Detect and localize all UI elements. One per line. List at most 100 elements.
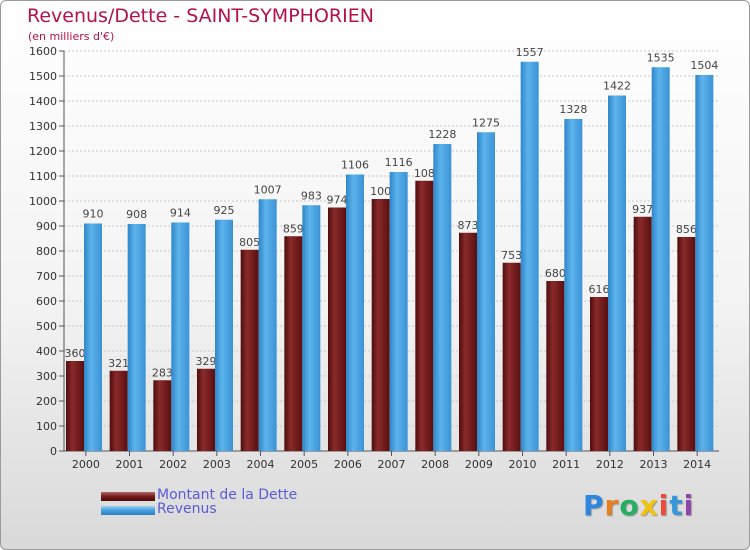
legend-swatch-dette bbox=[101, 492, 155, 501]
bar-dette bbox=[66, 361, 84, 451]
x-tick-label: 2006 bbox=[334, 458, 362, 471]
x-tick-label: 2010 bbox=[509, 458, 537, 471]
y-tick-label: 400 bbox=[36, 345, 57, 358]
x-tick-label: 2007 bbox=[378, 458, 406, 471]
bar-revenus bbox=[564, 119, 583, 451]
data-label-revenus: 1328 bbox=[559, 103, 587, 116]
x-tick-label: 2005 bbox=[290, 458, 318, 471]
data-label-dette: 616 bbox=[589, 283, 610, 296]
data-label-dette: 753 bbox=[501, 249, 522, 262]
bar-revenus bbox=[520, 61, 539, 451]
y-tick-label: 200 bbox=[36, 395, 57, 408]
bar-revenus bbox=[215, 219, 233, 451]
bar-dette bbox=[633, 216, 652, 451]
y-tick-label: 1400 bbox=[29, 95, 57, 108]
bar-revenus bbox=[608, 95, 626, 451]
bar-dette bbox=[459, 232, 477, 451]
data-label-revenus: 1007 bbox=[254, 183, 282, 196]
bar-revenus bbox=[346, 174, 364, 451]
bar-revenus bbox=[433, 144, 452, 451]
bar-revenus bbox=[477, 132, 495, 451]
data-label-revenus: 1275 bbox=[472, 116, 500, 129]
data-label-dette: 873 bbox=[458, 219, 479, 232]
x-tick-label: 2014 bbox=[683, 458, 711, 471]
y-tick-label: 500 bbox=[36, 320, 57, 333]
bar-dette bbox=[415, 180, 434, 451]
y-tick-label: 1100 bbox=[29, 170, 57, 183]
proxiti-logo: Proxiti bbox=[583, 489, 695, 522]
data-label-dette: 859 bbox=[283, 222, 304, 235]
data-label-dette: 100 bbox=[370, 185, 391, 198]
data-label-dette: 937 bbox=[632, 203, 653, 216]
y-tick-label: 600 bbox=[36, 295, 57, 308]
y-tick-label: 1000 bbox=[29, 195, 57, 208]
y-tick-label: 1500 bbox=[29, 70, 57, 83]
y-tick-label: 700 bbox=[36, 270, 57, 283]
y-tick-label: 1600 bbox=[29, 45, 57, 58]
y-tick-label: 0 bbox=[50, 445, 57, 458]
data-label-revenus: 983 bbox=[301, 189, 322, 202]
bar-revenus bbox=[302, 205, 321, 451]
data-label-revenus: 914 bbox=[170, 207, 191, 220]
bar-dette bbox=[240, 249, 259, 451]
x-tick-label: 2011 bbox=[552, 458, 580, 471]
data-label-revenus: 910 bbox=[83, 208, 104, 221]
x-tick-label: 2012 bbox=[596, 458, 624, 471]
bar-dette bbox=[502, 262, 521, 451]
x-tick-label: 2004 bbox=[247, 458, 275, 471]
bar-revenus bbox=[127, 224, 146, 451]
data-label-revenus: 925 bbox=[214, 204, 235, 217]
data-label-dette: 108 bbox=[414, 167, 435, 180]
chart-subtitle: (en milliers d'€) bbox=[28, 30, 115, 43]
bar-dette bbox=[590, 297, 608, 451]
bar-dette bbox=[677, 237, 696, 451]
x-tick-label: 2001 bbox=[116, 458, 144, 471]
chart-title: Revenus/Dette - SAINT-SYMPHORIEN bbox=[27, 5, 374, 27]
bar-dette bbox=[546, 281, 565, 451]
data-label-dette: 805 bbox=[239, 236, 260, 249]
data-label-revenus: 1504 bbox=[690, 59, 718, 72]
data-label-revenus: 1557 bbox=[516, 46, 544, 59]
x-tick-label: 2002 bbox=[159, 458, 187, 471]
bar-revenus bbox=[84, 223, 102, 451]
bar-dette bbox=[284, 236, 303, 451]
bar-revenus bbox=[171, 222, 190, 451]
x-tick-label: 2013 bbox=[640, 458, 668, 471]
x-tick-label: 2008 bbox=[421, 458, 449, 471]
bar-revenus bbox=[695, 75, 714, 451]
data-label-revenus: 1535 bbox=[647, 51, 675, 64]
bar-dette bbox=[371, 199, 390, 451]
data-label-revenus: 908 bbox=[126, 208, 147, 221]
legend-label-dette: Montant de la Dette bbox=[157, 487, 298, 503]
y-tick-label: 1300 bbox=[29, 120, 57, 133]
data-label-dette: 321 bbox=[108, 357, 129, 370]
y-tick-label: 800 bbox=[36, 245, 57, 258]
data-label-dette: 974 bbox=[327, 194, 348, 207]
y-tick-label: 1200 bbox=[29, 145, 57, 158]
data-label-dette: 283 bbox=[152, 366, 173, 379]
data-label-dette: 680 bbox=[545, 267, 566, 280]
legend-swatch-revenus bbox=[101, 506, 155, 515]
bar-revenus bbox=[258, 199, 277, 451]
data-label-revenus: 1422 bbox=[603, 80, 631, 93]
y-tick-label: 900 bbox=[36, 220, 57, 233]
bar-dette bbox=[197, 368, 215, 451]
data-label-revenus: 1116 bbox=[385, 156, 413, 169]
legend-label-revenus: Revenus bbox=[157, 501, 217, 517]
x-tick-label: 2000 bbox=[72, 458, 100, 471]
data-label-revenus: 1106 bbox=[341, 159, 369, 172]
x-tick-label: 2003 bbox=[203, 458, 231, 471]
bar-revenus bbox=[389, 172, 408, 451]
data-label-revenus: 1228 bbox=[428, 128, 456, 141]
bar-dette bbox=[153, 380, 172, 451]
data-label-dette: 360 bbox=[65, 347, 86, 360]
data-label-dette: 856 bbox=[676, 223, 697, 236]
bar-dette bbox=[109, 370, 128, 451]
bar-dette bbox=[328, 207, 346, 451]
data-label-dette: 329 bbox=[196, 355, 217, 368]
x-tick-label: 2009 bbox=[465, 458, 493, 471]
y-tick-label: 300 bbox=[36, 370, 57, 383]
y-tick-label: 100 bbox=[36, 420, 57, 433]
